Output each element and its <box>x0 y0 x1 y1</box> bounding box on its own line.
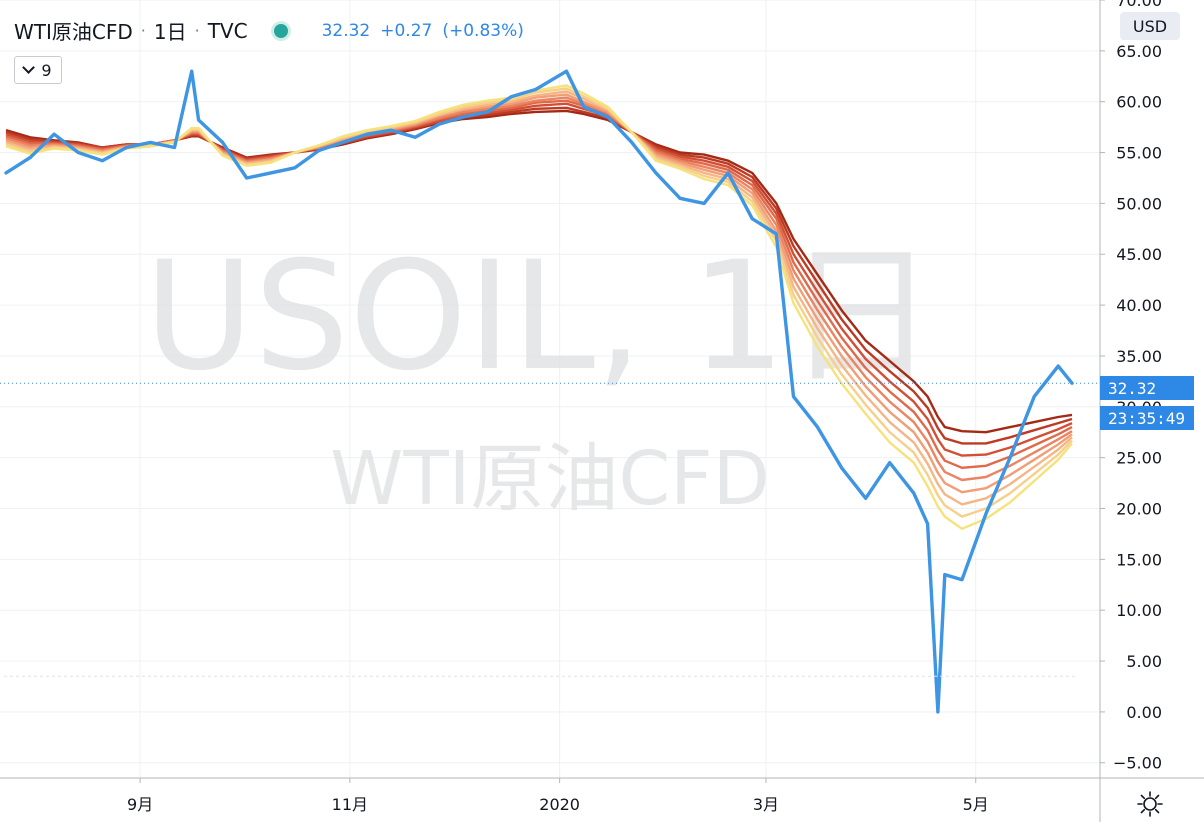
time-scale[interactable]: 9月 11月 2020 3月 5月 <box>127 778 989 814</box>
y-tick-label: 35.00 <box>1116 347 1162 366</box>
interval-label[interactable]: 1日 <box>153 20 187 44</box>
indicator-collapse-button[interactable]: 9 <box>14 56 62 84</box>
y-tick-label: 15.00 <box>1116 550 1162 569</box>
chart-settings-button[interactable] <box>1136 790 1164 818</box>
y-tick-label: 10.00 <box>1116 601 1162 620</box>
symbol-name[interactable]: WTI原油CFD <box>14 20 133 44</box>
price-line <box>4 69 1074 714</box>
grid <box>0 0 1100 778</box>
x-tick-label: 3月 <box>753 795 779 814</box>
ema-ribbon <box>5 84 1073 530</box>
y-tick-label: 20.00 <box>1116 499 1162 518</box>
x-tick-label: 5月 <box>963 795 989 814</box>
price-change-percent: (+0.83%) <box>442 20 524 41</box>
y-tick-label: 70.00 <box>1116 0 1162 10</box>
watermark-description: WTI原油CFD <box>330 436 769 522</box>
y-tick-label: 40.00 <box>1116 296 1162 315</box>
x-tick-label: 11月 <box>332 795 368 814</box>
watermark: USOIL, 1日 WTI原油CFD <box>144 230 936 522</box>
y-tick-label: 0.00 <box>1126 703 1162 722</box>
y-tick-label: 45.00 <box>1116 245 1162 264</box>
y-tick-label: 25.00 <box>1116 449 1162 468</box>
last-price-label: 32.32 <box>1100 376 1194 400</box>
legend-separator-dot: · <box>140 21 146 40</box>
y-tick-label: 5.00 <box>1126 652 1162 671</box>
ema-line-9 <box>5 84 1073 530</box>
price-change: +0.27 <box>380 20 433 41</box>
legend-separator-dot: · <box>194 21 200 40</box>
watermark-symbol: USOIL, 1日 <box>144 230 936 404</box>
x-tick-label: 2020 <box>539 795 580 814</box>
x-tick-label: 9月 <box>127 795 153 814</box>
chevron-down-icon <box>22 61 36 74</box>
symbol-legend: WTI原油CFD · 1日 · TVC 32.32 +0.27 (+0.83%) <box>14 16 524 45</box>
bar-countdown-label: 23:35:49 <box>1100 406 1194 430</box>
y-tick-label: 50.00 <box>1116 194 1162 213</box>
y-tick-label: 60.00 <box>1116 93 1162 112</box>
quote-values: 32.32 +0.27 (+0.83%) <box>322 21 524 41</box>
y-tick-label: 65.00 <box>1116 42 1162 61</box>
last-price: 32.32 <box>321 20 371 41</box>
exchange-label: TVC <box>207 18 248 43</box>
indicator-count: 9 <box>41 60 52 80</box>
y-tick-label: −5.00 <box>1113 754 1162 773</box>
currency-button[interactable]: USD <box>1120 12 1180 40</box>
market-status-icon[interactable] <box>273 23 288 38</box>
price-series <box>4 69 1074 714</box>
gear-icon <box>1137 791 1163 817</box>
y-tick-label: 55.00 <box>1116 144 1162 163</box>
